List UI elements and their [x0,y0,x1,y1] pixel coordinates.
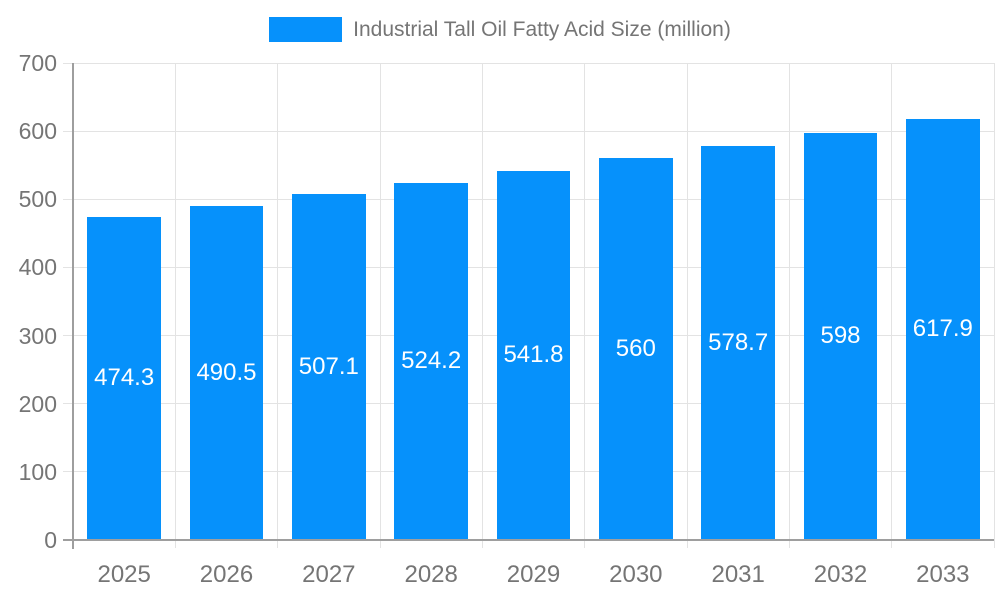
x-gridline [277,63,279,548]
x-gridline [891,63,893,548]
bar-2026 [189,205,264,540]
y-axis-tick-label: 700 [18,50,57,76]
y-axis-line [72,63,74,549]
x-axis-tick-label: 2026 [199,561,254,588]
bar-2027 [291,194,366,540]
y-tick-mark [63,471,73,473]
x-axis-tick-label: 2030 [609,561,663,588]
x-gridline [584,63,586,548]
plot-area: 0 100 200 300 400 500 600 700 474.3 2025 490.5 2026… [19,50,995,588]
bar-value-label: 490.5 [196,358,257,386]
x-axis-tick-label: 2029 [506,561,561,588]
x-axis-line [63,539,994,541]
y-tick-mark [63,335,73,337]
legend-swatch [269,17,343,42]
y-gridline [73,62,994,64]
bar-2033 [905,118,980,540]
bar-value-label: 507.1 [298,353,359,381]
y-tick-mark [63,130,73,132]
x-gridline [174,63,176,548]
bar-value-label: 524.2 [401,347,462,375]
x-axis-tick-label: 2025 [97,561,151,588]
x-gridline [379,63,381,548]
y-tick-mark [63,266,73,268]
y-axis-tick-label: 500 [18,186,57,213]
bar-2025 [87,216,161,540]
x-gridline [481,63,483,548]
x-gridline [686,63,688,548]
bar-2032 [803,132,878,540]
y-tick-mark [63,403,73,405]
bar-2028 [394,182,468,540]
x-gridline [788,63,790,548]
bar-value-label: 474.3 [94,364,155,392]
bar-value-label: 560 [615,335,656,363]
x-axis-tick-label: 2032 [813,561,868,588]
legend-label: Industrial Tall Oil Fatty Acid Size (mil… [353,17,731,41]
x-axis-tick-label: 2033 [916,561,970,588]
y-axis-tick-label: 300 [18,322,57,349]
y-axis-tick-label: 200 [18,390,57,417]
bar-2030 [598,158,673,540]
y-tick-mark [63,62,73,64]
x-axis-tick-label: 2031 [711,561,765,588]
y-axis-tick-label: 400 [18,254,57,281]
bar-2031 [701,145,775,540]
y-axis-tick-label: 600 [18,118,57,145]
y-gridline [73,130,994,132]
bar-value-label: 617.9 [912,315,973,343]
chart-legend: Industrial Tall Oil Fatty Acid Size (mil… [0,17,1000,42]
bar-value-label: 541.8 [503,341,564,369]
bar-value-label: 578.7 [708,328,769,356]
bar-2029 [496,170,571,540]
y-axis-tick-label: 100 [18,458,57,485]
x-axis-tick-label: 2028 [404,561,458,588]
y-tick-mark [63,198,73,200]
bar-value-label: 598 [820,322,861,350]
x-gridline [993,63,995,548]
y-axis-tick-label: 0 [44,527,57,553]
x-axis-tick-label: 2027 [302,561,356,588]
